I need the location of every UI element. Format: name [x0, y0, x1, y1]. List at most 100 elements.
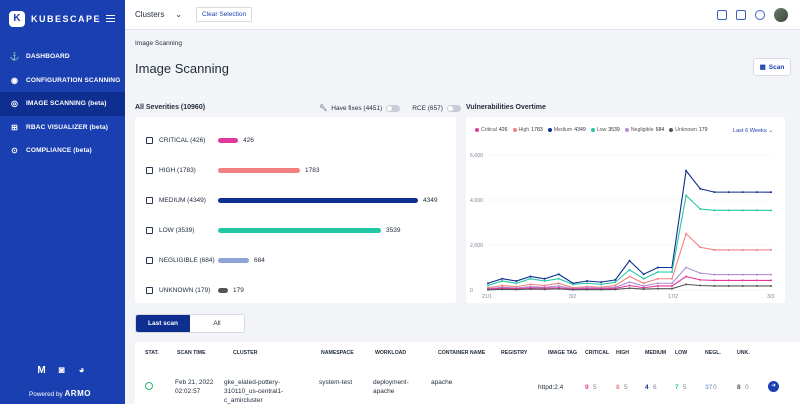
data-point-critical[interactable]	[656, 284, 659, 287]
data-point-high[interactable]	[557, 282, 560, 285]
column-header[interactable]: CLUSTER	[233, 350, 258, 356]
data-point-low[interactable]	[727, 209, 730, 212]
severity-row[interactable]: HIGH (1783) 1783	[146, 165, 319, 175]
column-header[interactable]: LOW	[675, 350, 688, 356]
discord-icon[interactable]: ◙	[58, 365, 65, 376]
data-point-negligible[interactable]	[741, 273, 744, 276]
data-point-medium[interactable]	[741, 191, 744, 194]
data-point-critical[interactable]	[685, 275, 688, 278]
data-point-negligible[interactable]	[628, 281, 631, 284]
data-point-medium[interactable]	[557, 273, 560, 276]
column-header[interactable]: IMAGE TAG	[548, 350, 578, 356]
data-point-low[interactable]	[741, 209, 744, 212]
column-header[interactable]: REGISTRY	[501, 350, 528, 356]
data-point-unknown[interactable]	[614, 288, 617, 291]
data-point-high[interactable]	[543, 284, 546, 287]
data-point-unknown[interactable]	[628, 287, 631, 290]
data-point-medium[interactable]	[600, 281, 603, 284]
data-point-high[interactable]	[699, 246, 702, 249]
data-point-negligible[interactable]	[755, 273, 758, 276]
legend-item[interactable]: Low 3539	[590, 126, 620, 135]
data-point-low[interactable]	[755, 209, 758, 212]
data-point-high[interactable]	[770, 248, 772, 251]
data-point-critical[interactable]	[699, 278, 702, 281]
data-point-unknown[interactable]	[755, 284, 758, 287]
data-point-high[interactable]	[529, 283, 532, 286]
data-point-unknown[interactable]	[741, 284, 744, 287]
data-point-low[interactable]	[515, 282, 518, 285]
data-point-critical[interactable]	[755, 279, 758, 282]
data-point-low[interactable]	[628, 268, 631, 271]
column-header[interactable]: UNK.	[737, 350, 750, 356]
data-point-unknown[interactable]	[557, 287, 560, 290]
data-point-low[interactable]	[487, 284, 489, 287]
legend-item[interactable]: Medium 4349	[547, 126, 586, 135]
severity-checkbox[interactable]	[146, 166, 153, 174]
column-header[interactable]: SCAN TIME	[177, 350, 206, 356]
column-header[interactable]: STAT.	[145, 350, 159, 356]
data-point-medium[interactable]	[755, 191, 758, 194]
legend-item[interactable]: Critical 426	[475, 126, 508, 135]
column-header[interactable]: CONTAINER NAME	[438, 350, 486, 356]
data-point-high[interactable]	[727, 248, 730, 251]
breadcrumb[interactable]: Image Scanning	[135, 40, 182, 47]
data-point-negligible[interactable]	[642, 284, 645, 287]
have-fixes-toggle[interactable]: 🔧︎ Have fixes (4451)	[319, 104, 401, 112]
data-point-medium[interactable]	[515, 280, 518, 282]
column-header[interactable]: NAMESPACE	[321, 350, 354, 356]
data-point-high[interactable]	[741, 248, 744, 251]
severity-row[interactable]: LOW (3539) 3539	[146, 225, 400, 235]
data-point-negligible[interactable]	[770, 273, 772, 276]
documents-icon[interactable]	[736, 10, 746, 20]
data-point-low[interactable]	[571, 283, 574, 286]
data-point-low[interactable]	[529, 277, 532, 280]
armo-logo[interactable]: ARMO	[64, 389, 91, 398]
data-point-unknown[interactable]	[656, 287, 659, 290]
tab-all[interactable]: All	[213, 320, 221, 327]
severity-checkbox[interactable]	[146, 226, 153, 234]
cluster-select[interactable]: Clusters ⌄	[135, 10, 182, 19]
data-point-critical[interactable]	[713, 279, 716, 282]
severity-row[interactable]: MEDIUM (4349) 4349	[146, 195, 437, 205]
severity-checkbox[interactable]	[146, 256, 153, 264]
column-header[interactable]: MEDIUM	[645, 350, 667, 356]
data-point-high[interactable]	[656, 277, 659, 280]
data-point-medium[interactable]	[685, 169, 688, 172]
data-point-unknown[interactable]	[571, 288, 574, 291]
data-point-high[interactable]	[755, 248, 758, 251]
data-point-negligible[interactable]	[699, 272, 702, 275]
severity-checkbox[interactable]	[146, 286, 153, 294]
data-point-unknown[interactable]	[727, 284, 730, 287]
data-point-critical[interactable]	[670, 284, 673, 287]
data-point-unknown[interactable]	[487, 288, 489, 291]
data-point-unknown[interactable]	[770, 284, 772, 287]
data-point-low[interactable]	[699, 208, 702, 210]
data-point-low[interactable]	[557, 277, 560, 280]
scan-button[interactable]: ▦ Scan	[753, 58, 791, 76]
column-header[interactable]: HIGH	[616, 350, 629, 356]
data-point-medium[interactable]	[642, 273, 645, 276]
data-point-low[interactable]	[656, 271, 659, 273]
legend-item[interactable]: Negligible 684	[624, 126, 664, 135]
column-header[interactable]: NEGL.	[705, 350, 721, 356]
data-point-unknown[interactable]	[670, 287, 673, 290]
data-point-unknown[interactable]	[501, 288, 504, 291]
data-point-negligible[interactable]	[656, 282, 659, 285]
data-point-unknown[interactable]	[543, 288, 546, 291]
data-point-unknown[interactable]	[529, 288, 532, 291]
data-point-negligible[interactable]	[727, 273, 730, 276]
data-point-unknown[interactable]	[713, 284, 716, 287]
data-point-unknown[interactable]	[586, 288, 589, 291]
rce-switch[interactable]	[446, 104, 461, 112]
data-point-high[interactable]	[628, 275, 631, 278]
data-point-medium[interactable]	[699, 187, 702, 190]
sidebar-item-configuration-scanning[interactable]: ◉ CONFIGURATION SCANNING	[0, 69, 125, 93]
settings-icon[interactable]	[755, 10, 765, 20]
data-point-medium[interactable]	[487, 282, 489, 285]
data-point-negligible[interactable]	[713, 273, 716, 276]
legend-item[interactable]: High 1783	[512, 126, 543, 135]
range-select[interactable]: Last 6 Weeks ⌄	[733, 128, 773, 134]
column-header[interactable]: WORKLOAD	[375, 350, 407, 356]
data-point-medium[interactable]	[727, 191, 730, 194]
severity-row[interactable]: NEGLIGIBLE (684) 684	[146, 255, 265, 265]
